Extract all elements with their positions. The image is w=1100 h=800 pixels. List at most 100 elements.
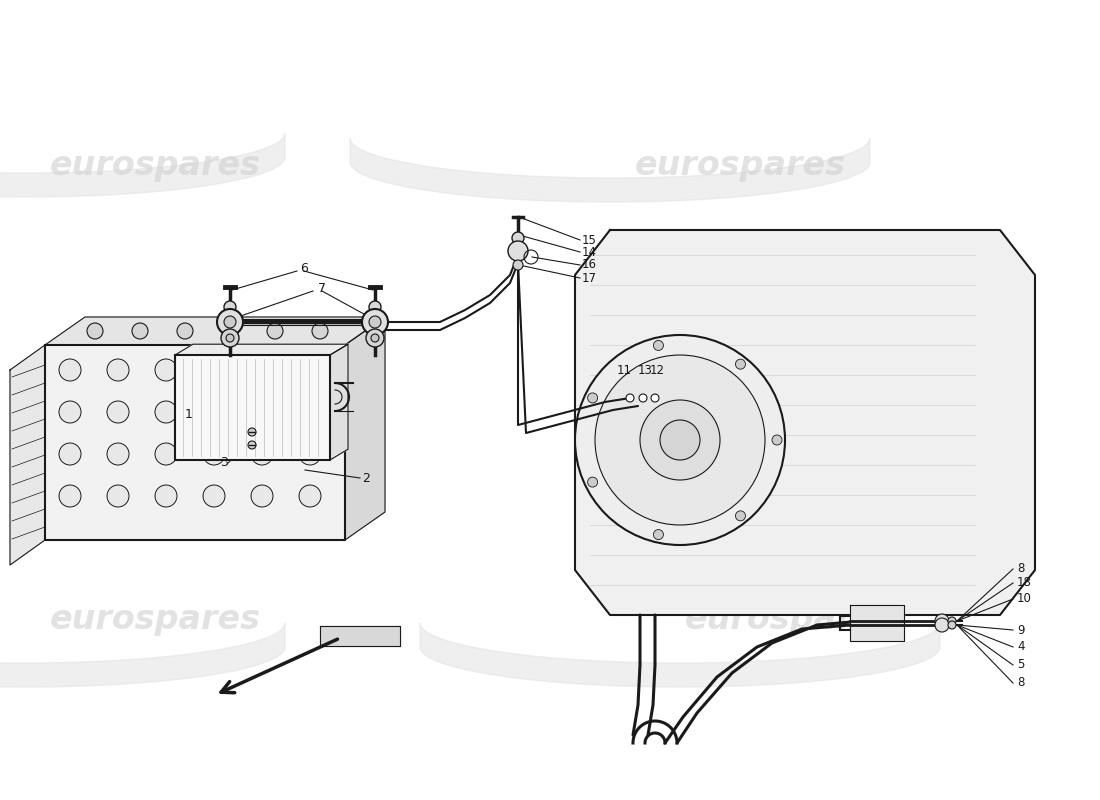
Polygon shape [330,344,348,460]
Text: 2: 2 [362,471,370,485]
Circle shape [587,477,597,487]
Text: 6: 6 [300,262,308,274]
Circle shape [155,443,177,465]
Polygon shape [175,355,330,460]
Circle shape [251,401,273,423]
Circle shape [736,359,746,369]
Text: 12: 12 [650,363,666,377]
Circle shape [226,334,234,342]
Text: 15: 15 [582,234,597,246]
Text: 14: 14 [582,246,597,258]
Circle shape [736,511,746,521]
Circle shape [508,241,528,261]
Circle shape [224,316,236,328]
Circle shape [177,323,192,339]
Circle shape [251,443,273,465]
Circle shape [935,614,949,628]
Circle shape [59,443,81,465]
Text: 13: 13 [638,363,653,377]
Circle shape [575,335,785,545]
Circle shape [299,401,321,423]
Circle shape [251,359,273,381]
Text: 16: 16 [582,258,597,271]
Circle shape [368,301,381,313]
Circle shape [204,359,226,381]
Circle shape [312,323,328,339]
Text: 3: 3 [220,455,228,469]
Text: eurospares: eurospares [50,149,261,182]
Circle shape [299,359,321,381]
Text: 8: 8 [1018,562,1024,575]
Circle shape [626,394,634,402]
Circle shape [935,618,949,632]
Text: eurospares: eurospares [684,603,895,637]
Circle shape [251,485,273,507]
Text: eurospares: eurospares [635,149,846,182]
Circle shape [222,323,238,339]
Circle shape [653,341,663,350]
Circle shape [107,443,129,465]
Circle shape [299,485,321,507]
Circle shape [248,441,256,449]
Polygon shape [0,133,285,197]
Text: 10: 10 [1018,593,1032,606]
Polygon shape [10,345,45,565]
Circle shape [639,394,647,402]
Circle shape [587,393,597,403]
Circle shape [217,309,243,335]
Circle shape [371,334,380,342]
Text: 18: 18 [1018,577,1032,590]
Circle shape [299,443,321,465]
Text: 11: 11 [617,363,632,377]
Circle shape [155,359,177,381]
Circle shape [772,435,782,445]
Polygon shape [850,605,904,641]
Circle shape [155,485,177,507]
Circle shape [204,401,226,423]
Circle shape [59,359,81,381]
Circle shape [132,323,148,339]
Text: 8: 8 [1018,677,1024,690]
Polygon shape [575,230,1035,615]
Circle shape [368,316,381,328]
Circle shape [513,260,522,270]
Polygon shape [45,317,385,345]
Text: 4: 4 [1018,641,1024,654]
Circle shape [512,232,524,244]
Circle shape [366,329,384,347]
Circle shape [948,617,956,625]
Circle shape [640,400,720,480]
Circle shape [660,420,700,460]
Circle shape [362,309,388,335]
Circle shape [267,323,283,339]
Polygon shape [175,344,348,355]
Circle shape [155,401,177,423]
Polygon shape [45,345,345,540]
Polygon shape [320,626,400,646]
Circle shape [248,428,256,436]
Polygon shape [0,623,285,687]
Text: 1: 1 [185,409,192,422]
Text: eurospares: eurospares [50,603,261,637]
Polygon shape [350,138,870,202]
Circle shape [224,301,236,313]
Circle shape [653,530,663,539]
Circle shape [107,359,129,381]
Circle shape [948,621,956,629]
Circle shape [87,323,103,339]
Text: 9: 9 [1018,623,1024,637]
Text: 17: 17 [582,271,597,285]
Circle shape [595,355,764,525]
Circle shape [59,485,81,507]
Circle shape [59,401,81,423]
Text: 7: 7 [318,282,326,294]
Polygon shape [345,317,385,540]
Circle shape [204,485,226,507]
Polygon shape [420,623,940,687]
Text: 5: 5 [1018,658,1024,671]
Circle shape [204,443,226,465]
Circle shape [107,485,129,507]
Circle shape [221,329,239,347]
Circle shape [107,401,129,423]
Circle shape [651,394,659,402]
